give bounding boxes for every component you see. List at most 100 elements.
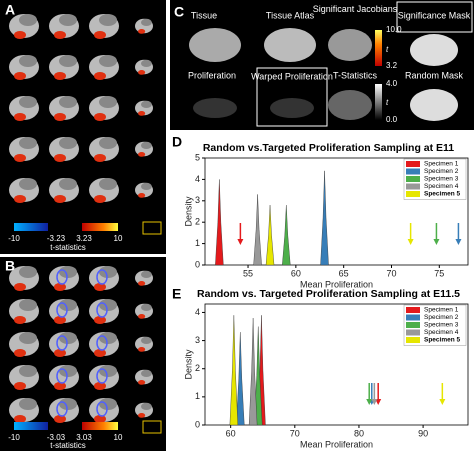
caption: Tissue Atlas (266, 10, 315, 20)
brain (99, 365, 117, 377)
colorbar (375, 84, 382, 120)
hot-spot (138, 70, 146, 75)
colorbar (14, 422, 48, 430)
arrow-head (455, 239, 462, 245)
hot-spot (138, 193, 146, 198)
colorbar-label: 10 (114, 433, 123, 442)
panel-label: C (174, 4, 184, 20)
brain (59, 137, 77, 149)
brain (59, 299, 77, 311)
legend-label: Specimen 1 (424, 307, 459, 314)
cold-spot (96, 302, 108, 318)
plot-area (204, 157, 469, 266)
hot-spot (138, 281, 146, 286)
brain (99, 55, 117, 67)
hot-spot (54, 113, 66, 121)
legend-label: Specimen 4 (424, 329, 459, 336)
legend-label: Specimen 2 (424, 168, 459, 175)
hot-spot (94, 72, 106, 80)
hot-spot (138, 314, 146, 319)
brain (141, 182, 152, 190)
hot-spot (14, 31, 26, 39)
brain (59, 266, 77, 278)
colorbar-label: 3.23 (76, 234, 92, 243)
colorbar-title: t-statistics (50, 243, 86, 252)
legend-box (403, 304, 467, 346)
hot-spot (54, 283, 66, 291)
x-tick-label: 70 (386, 268, 396, 278)
caption: Significance Mask (398, 10, 471, 20)
arrow-head (433, 239, 440, 245)
hot-spot (54, 72, 66, 80)
cold-spot (96, 269, 108, 285)
brain (19, 299, 37, 311)
cold-spot (96, 368, 108, 384)
brain (141, 18, 152, 26)
x-tick-label: 60 (291, 268, 301, 278)
image (189, 28, 241, 62)
box (396, 1, 473, 33)
arrow-head (375, 399, 382, 405)
hot-spot (14, 283, 26, 291)
density-peak (236, 332, 245, 426)
panel-a-bg (0, 0, 166, 254)
hot-spot (138, 347, 146, 352)
image (193, 98, 237, 118)
caption: Warped Proliferation (251, 71, 333, 81)
brain (141, 402, 152, 410)
colorbar-title: t-statistics (50, 441, 86, 450)
x-tick-label: 75 (434, 268, 444, 278)
brain (19, 55, 37, 67)
arrow-head (407, 239, 414, 245)
legend-swatch (406, 191, 420, 197)
legend-swatch (406, 337, 420, 343)
x-axis-label: Mean Proliferation (300, 439, 373, 449)
colorbar-label: 0.0 (386, 115, 398, 124)
chart-title: Random vs.Targeted Proliferation Samplin… (203, 142, 454, 154)
cold-spot (56, 335, 68, 351)
brain (141, 59, 152, 67)
panel-label: A (5, 2, 15, 18)
legend-swatch (406, 168, 420, 175)
brain (141, 141, 152, 149)
colorbar-label: -3.03 (47, 433, 66, 442)
brain (141, 270, 152, 278)
hot-spot (138, 29, 146, 34)
icon (142, 420, 162, 434)
y-tick-label: 3 (195, 195, 200, 205)
brain (99, 14, 117, 26)
hot-spot (14, 195, 26, 203)
hot-spot (14, 72, 26, 80)
hot-spot (54, 415, 66, 423)
colorbar (82, 223, 118, 231)
brain (19, 137, 37, 149)
cold-spot (56, 401, 68, 417)
brain (141, 303, 152, 311)
colorbar-label: -3.23 (47, 234, 66, 243)
panel-label: E (172, 286, 181, 302)
x-tick-label: 70 (290, 428, 300, 438)
legend-swatch (406, 329, 420, 336)
legend-swatch (406, 307, 420, 313)
hot-spot (54, 154, 66, 162)
y-tick-label: 4 (195, 174, 200, 184)
hot-spot (94, 195, 106, 203)
brain (59, 398, 77, 410)
hot-spot (138, 152, 146, 157)
caption: Random Mask (405, 70, 464, 80)
box (256, 67, 328, 127)
x-tick-label: 80 (354, 428, 364, 438)
hot-spot (14, 415, 26, 423)
brain (59, 365, 77, 377)
cold-spot (96, 401, 108, 417)
cold-spot (96, 335, 108, 351)
y-tick-label: 3 (195, 335, 200, 345)
arrow-head (237, 239, 244, 245)
hot-spot (94, 415, 106, 423)
y-axis-label: Density (183, 349, 193, 380)
brain (141, 100, 152, 108)
panel-label: B (5, 258, 15, 274)
brain (59, 55, 77, 67)
density-peak (215, 179, 224, 266)
